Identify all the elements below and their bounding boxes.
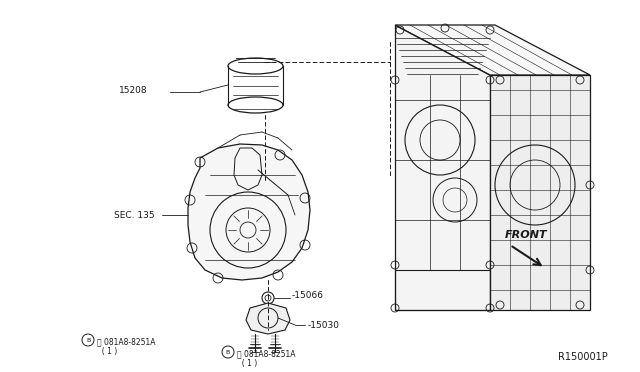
Text: SEC. 135: SEC. 135	[115, 211, 155, 219]
Text: -15066: -15066	[292, 292, 324, 301]
Text: Ⓑ 081A8-8251A: Ⓑ 081A8-8251A	[97, 337, 156, 346]
Polygon shape	[395, 25, 490, 310]
Polygon shape	[246, 303, 290, 334]
Text: ( 1 ): ( 1 )	[237, 359, 257, 368]
Ellipse shape	[228, 58, 283, 74]
Text: B: B	[226, 350, 230, 355]
Text: FRONT: FRONT	[505, 230, 548, 240]
Text: ( 1 ): ( 1 )	[97, 347, 117, 356]
Text: R150001P: R150001P	[558, 352, 608, 362]
Text: B: B	[86, 337, 90, 343]
Text: Ⓑ 081A8-8251A: Ⓑ 081A8-8251A	[237, 349, 296, 358]
Polygon shape	[188, 144, 310, 280]
Text: -15030: -15030	[308, 321, 340, 330]
Text: 15208: 15208	[120, 86, 148, 94]
Polygon shape	[490, 75, 590, 310]
Ellipse shape	[228, 97, 283, 113]
Polygon shape	[395, 25, 590, 75]
